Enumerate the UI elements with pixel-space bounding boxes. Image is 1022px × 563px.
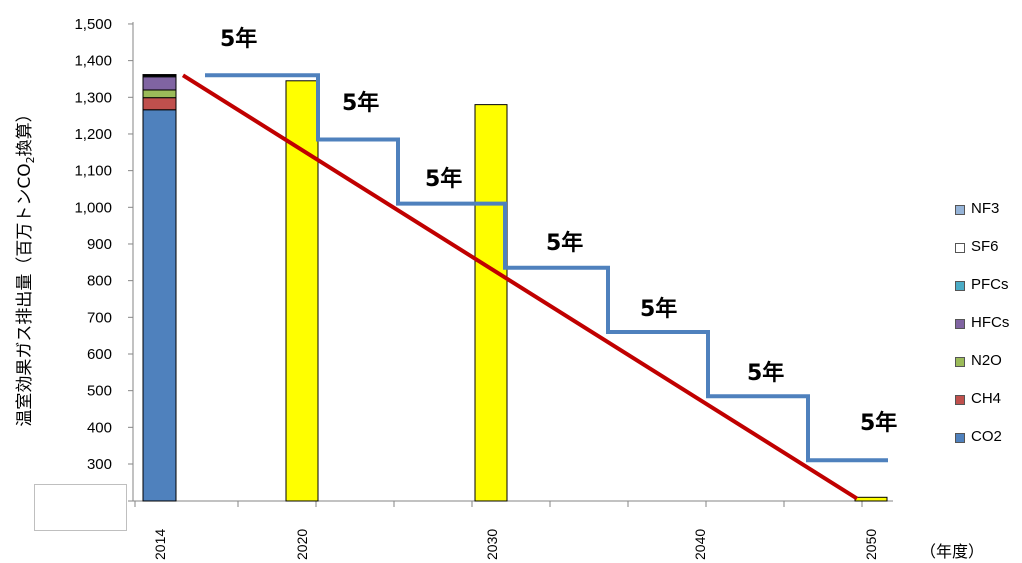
annotations: 5年 5年 5年 5年 5年 5年 5年 (220, 26, 897, 436)
annotation-5yr: 5年 (342, 90, 379, 116)
y-tick-label: 700 (87, 309, 112, 326)
target-bar-2050 (854, 496, 888, 502)
bar-segment-n2o (142, 89, 177, 99)
legend: NF3 SF6 PFCs HFCs N2O CH4 CO2 (955, 198, 1021, 464)
x-tick-label: 2020 (294, 529, 310, 560)
legend-label: SF6 (971, 238, 999, 255)
annotation-5yr: 5年 (640, 296, 677, 322)
lines (181, 73, 888, 501)
y-axis-label-tail: 換算） (15, 105, 35, 156)
y-tick-label: 1,100 (74, 163, 112, 180)
legend-label: N2O (971, 352, 1002, 369)
x-tick-label: 2014 (152, 529, 168, 560)
target-bar-2030 (474, 104, 508, 502)
y-tick-label: 400 (87, 419, 112, 436)
legend-swatch (955, 243, 965, 253)
y-tick-label: 1,400 (74, 53, 112, 70)
bar-segment-nf3 (142, 74, 177, 76)
y-tick-label: 1,300 (74, 89, 112, 106)
y-tick-label: 1,500 (74, 16, 112, 33)
y-tick-label: 300 (87, 456, 112, 473)
legend-item: CO2 (955, 426, 1021, 464)
legend-label: CO2 (971, 428, 1002, 445)
legend-label: CH4 (971, 390, 1002, 407)
step-line (205, 73, 888, 463)
y-tick-label: 500 (87, 383, 112, 400)
y-axis-label-subscript: 2 (24, 156, 37, 163)
annotation-5yr: 5年 (546, 230, 583, 256)
trend-line (181, 73, 859, 501)
legend-swatch (955, 205, 965, 215)
legend-label: PFCs (971, 276, 1009, 293)
legend-label: HFCs (971, 314, 1010, 331)
legend-item: SF6 (955, 236, 1021, 274)
bar-segment-ch4 (142, 97, 177, 111)
x-tick-label: 2030 (484, 529, 500, 560)
y-axis-label: 温室効果ガス排出量（百万トンCO2換算） (15, 105, 37, 426)
bars (142, 74, 888, 502)
x-tick-label: 2050 (863, 529, 879, 560)
y-tick-label: 1,200 (74, 126, 112, 143)
annotation-5yr: 5年 (220, 26, 257, 52)
bar-segment-co2 (142, 109, 177, 502)
legend-swatch (955, 357, 965, 367)
annotation-5yr: 5年 (747, 360, 784, 386)
legend-item: NF3 (955, 198, 1021, 236)
y-tick-label: 800 (87, 273, 112, 290)
legend-swatch (955, 281, 965, 291)
legend-label: NF3 (971, 200, 1000, 217)
y-axis-label-main: 温室効果ガス排出量（百万トンCO (15, 163, 35, 426)
legend-item: PFCs (955, 274, 1021, 312)
legend-item: HFCs (955, 312, 1021, 350)
y-axis-ticks: 1,500 1,400 1,300 1,200 1,100 1,000 900 800 700 6… (74, 16, 133, 510)
legend-swatch (955, 395, 965, 405)
y-tick-label: 600 (87, 346, 112, 363)
bar-segment-hfcs (142, 76, 177, 91)
legend-swatch (955, 319, 965, 329)
y-tick-label: 1,000 (74, 199, 112, 216)
legend-swatch (955, 433, 965, 443)
y-tick-label: 900 (87, 236, 112, 253)
annotation-5yr: 5年 (860, 410, 897, 436)
blank-box (34, 484, 127, 531)
x-axis-unit: （年度） (920, 542, 984, 561)
annotation-5yr: 5年 (425, 166, 462, 192)
legend-item: N2O (955, 350, 1021, 388)
x-tick-label: 2040 (692, 529, 708, 560)
x-axis-ticks: 2014 2020 2030 2040 2050 (134, 501, 879, 560)
legend-item: CH4 (955, 388, 1021, 426)
